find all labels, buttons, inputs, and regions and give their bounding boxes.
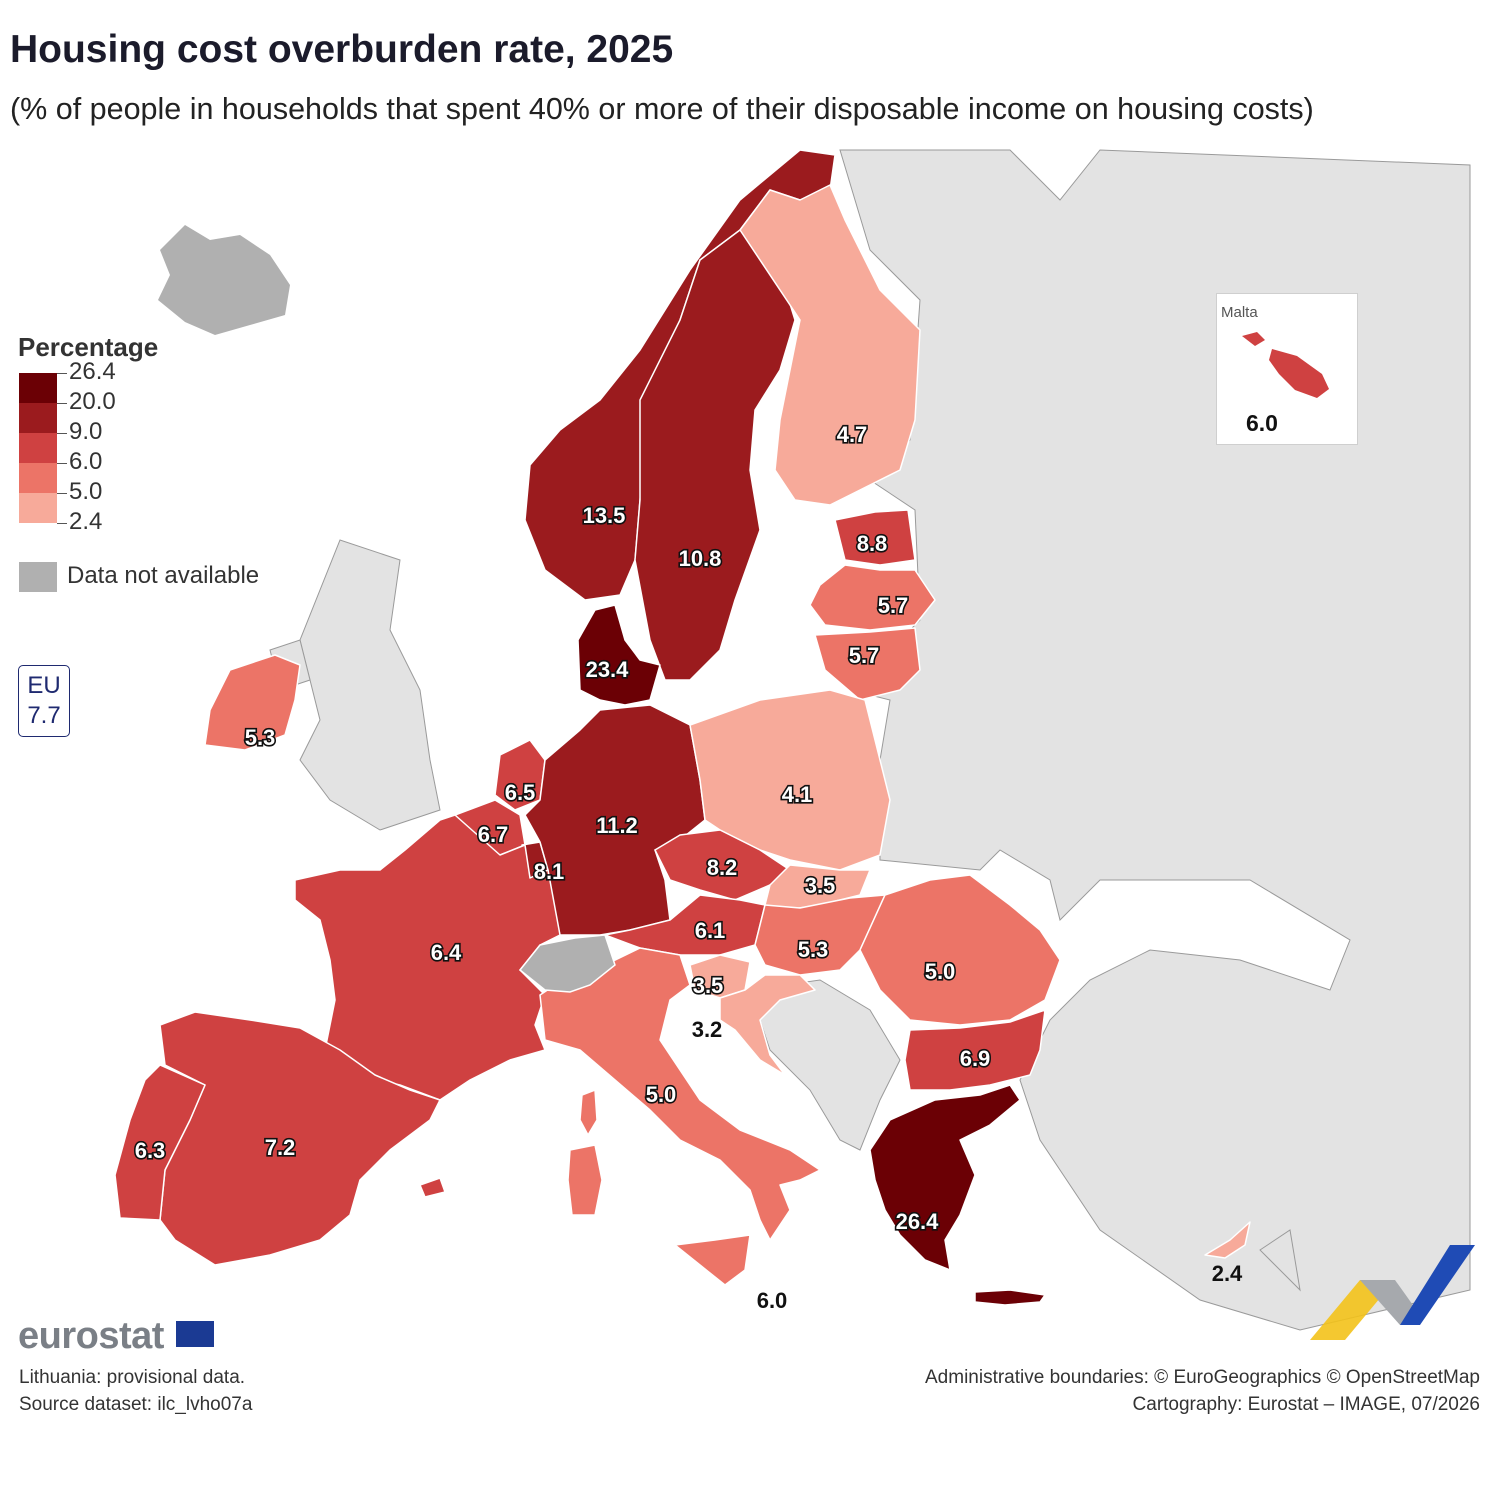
eu-value: 7.7 [27,702,61,729]
legend-swatch-0 [19,373,57,403]
value-label-czechia: 8.2 [707,855,738,880]
value-label-cyprus: 2.4 [1212,1261,1243,1286]
legend-swatch-2 [19,433,57,463]
region-italy [539,947,821,1241]
map-title: Housing cost overburden rate, 2025 [10,28,674,71]
region-sicily [674,1234,751,1286]
footnote-lithuania: Lithuania: provisional data. [19,1367,246,1388]
background-land [269,149,1471,1331]
image-logo-mark [1310,1245,1475,1340]
value-label-hungary: 5.3 [798,937,829,962]
eu-flag-icon [176,1321,214,1347]
legend-tick-1 [57,403,67,404]
region-switzerland [518,934,616,993]
legend-na-label: Data not available [67,562,260,589]
region-latvia [809,564,936,631]
region-sardinia [567,1144,603,1216]
value-label-romania: 5.0 [925,959,956,984]
legend-na-swatch [19,562,57,592]
value-label-lithuania: 5.7 [849,643,880,668]
value-label-slovakia: 3.5 [805,873,836,898]
legend-title: Percentage [18,332,159,362]
region-bulgaria [904,1009,1046,1091]
value-label-germany: 11.2 [596,813,638,838]
value-label-estonia: 8.8 [857,531,888,556]
value-labels: 13.5 10.8 4.7 8.8 5.7 5.7 23.4 5.3 6.5 6.7 8.1 11.2… [133,420,1243,1313]
legend-tick-5 [57,523,67,524]
region-portugal [114,1064,206,1221]
value-label-france: 6.4 [431,940,462,965]
value-label-denmark: 23.4 [586,657,630,682]
legend-scale: 26.4 20.0 9.0 6.0 5.0 2.4 [18,358,158,553]
footnote-source: Source dataset: ilc_lvho07a [19,1394,253,1415]
region-hungary [754,894,886,976]
value-label-greece: 26.4 [896,1209,940,1234]
eu-average-box: EU 7.7 [18,665,70,737]
region-croatia [719,974,816,1076]
legend-break-5: 2.4 [69,508,103,535]
malta-inset-name: Malta [1221,304,1258,321]
legend-break-4: 5.0 [69,478,103,505]
region-germany [524,704,706,936]
value-label-sicily: 6.0 [757,1288,788,1313]
region-lithuania [814,627,921,701]
malta-inset: Malta 6.0 [1216,293,1358,445]
malta-value: 6.0 [1246,410,1278,436]
region-finland [739,184,921,506]
value-label-bulgaria: 6.9 [960,1046,991,1071]
eu-label: EU [27,672,61,699]
value-label-croatia: 3.2 [692,1017,723,1042]
value-label-netherlands: 6.5 [505,780,536,805]
legend-na: Data not available [19,562,319,594]
value-label-slovenia: 3.5 [693,973,724,998]
value-label-austria: 6.1 [695,918,726,943]
legend: Percentage 26.4 20.0 9.0 6.0 5.0 2.4 Data not… [18,332,259,592]
value-label-portugal: 6.3 [135,1138,166,1163]
value-label-luxembourg: 8.1 [534,859,565,884]
value-label-poland: 4.1 [782,782,813,807]
legend-tick-4 [57,493,67,494]
region-iceland [158,225,290,335]
region-poland [689,689,891,871]
value-label-italy: 5.0 [646,1082,677,1107]
value-label-norway: 13.5 [583,503,626,528]
region-cyprus [1204,1221,1251,1259]
legend-tick-3 [57,463,67,464]
legend-swatch-4 [19,493,57,523]
value-label-sweden: 10.8 [679,546,722,571]
region-balearic [419,1177,446,1198]
legend-tick-2 [57,433,67,434]
legend-break-3: 6.0 [69,448,103,475]
region-corsica [579,1089,598,1136]
credit-cartography: Cartography: Eurostat – IMAGE, 07/2026 [1132,1394,1480,1415]
eurostat-logo: eurostat [18,1315,214,1357]
value-label-spain: 7.2 [265,1135,296,1160]
footer-notes: Lithuania: provisional data. Source data… [19,1364,252,1418]
region-estonia [834,509,916,566]
map-subtitle: (% of people in households that spent 40… [10,92,1314,126]
region-denmark [577,604,661,706]
footer-credits: Administrative boundaries: © EuroGeograp… [925,1364,1480,1418]
credit-boundaries: Administrative boundaries: © EuroGeograp… [925,1367,1480,1388]
region-romania [859,874,1061,1026]
value-label-finland: 4.7 [837,422,868,447]
legend-swatch-3 [19,463,57,493]
malta-shape [1242,332,1329,398]
value-label-ireland: 5.3 [245,725,276,750]
region-crete [974,1289,1046,1306]
legend-tick-0 [57,373,67,374]
value-label-latvia: 5.7 [878,593,909,618]
legend-swatch-1 [19,403,57,433]
legend-break-2: 9.0 [69,418,103,445]
legend-break-0: 26.4 [69,358,116,385]
eu-countries [114,149,1251,1306]
region-ireland [204,654,301,751]
legend-break-1: 20.0 [69,388,116,415]
region-sweden [634,229,796,681]
region-greece [869,1084,1021,1271]
value-label-belgium: 6.7 [478,822,509,847]
logo-text: eurostat [18,1315,164,1357]
